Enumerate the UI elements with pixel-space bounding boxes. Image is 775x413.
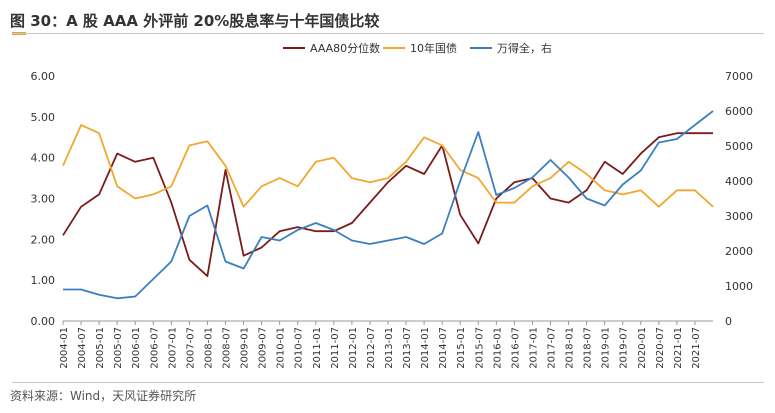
x-tick-label: 2012-07 — [366, 327, 377, 369]
x-tick-label: 2015-01 — [456, 327, 467, 369]
x-tick-label: 2007-01 — [167, 327, 178, 369]
x-tick-label: 2006-07 — [149, 327, 160, 369]
x-tick-label: 2008-01 — [203, 327, 214, 369]
x-tick-label: 2013-07 — [402, 327, 413, 369]
chart-title: 图 30：A 股 AAA 外评前 20%股息率与十年国债比较 — [10, 12, 380, 30]
x-tick-label: 2021-01 — [673, 327, 684, 369]
y-right-tick-label: 4000 — [725, 175, 753, 188]
x-tick-label: 2018-01 — [565, 327, 576, 369]
y-right-tick-label: 2000 — [725, 245, 753, 258]
y-left-tick-label: 6.00 — [31, 70, 56, 83]
y-left-tick-label: 2.00 — [31, 233, 56, 246]
x-tick-label: 2012-01 — [348, 327, 359, 369]
x-tick-label: 2019-01 — [601, 327, 612, 369]
x-tick-label: 2020-01 — [637, 327, 648, 369]
x-tick-label: 2016-01 — [492, 327, 503, 369]
y-right-tick-label: 0 — [725, 315, 732, 328]
y-left-tick-label: 1.00 — [31, 274, 56, 287]
y-right-tick-label: 7000 — [725, 70, 753, 83]
x-tick-label: 2018-07 — [583, 327, 594, 369]
x-tick-label: 2015-07 — [474, 327, 485, 369]
y-left-tick-label: 3.00 — [31, 193, 56, 206]
x-tick-label: 2014-07 — [438, 327, 449, 369]
x-tick-label: 2006-01 — [131, 327, 142, 369]
x-tick-label: 2011-07 — [330, 327, 341, 369]
legend-label: AAA80分位数 — [310, 41, 380, 55]
x-tick-label: 2010-07 — [294, 327, 305, 369]
series-layer — [62, 110, 714, 300]
legend-label: 10年国债 — [410, 41, 457, 55]
x-tick-label: 2009-07 — [258, 327, 269, 369]
x-tick-label: 2019-07 — [619, 327, 630, 369]
y-left-tick-label: 5.00 — [31, 111, 56, 124]
chart-area: AAA80分位数 10年国债 万得全，右 0.00 1.00 2.00 3.00 4.00 5… — [31, 41, 754, 369]
x-tick-label: 2005-07 — [113, 327, 124, 369]
x-tick-label: 2005-01 — [95, 327, 106, 369]
x-tick-label: 2007-07 — [185, 327, 196, 369]
y-right-tick-label: 5000 — [725, 140, 753, 153]
x-tick-label: 2004-07 — [77, 327, 88, 369]
title-divider — [12, 33, 764, 34]
y-right-tick-label: 1000 — [725, 280, 753, 293]
x-tick-label: 2008-07 — [222, 327, 233, 369]
y-right-tick-label: 3000 — [725, 210, 753, 223]
legend: AAA80分位数 10年国债 万得全，右 — [283, 41, 552, 55]
x-tick-label: 2009-01 — [240, 327, 251, 369]
legend-label: 万得全，右 — [497, 41, 552, 55]
x-tick-label: 2016-07 — [510, 327, 521, 369]
series-line-0 — [62, 132, 713, 278]
source-divider — [12, 382, 764, 383]
x-tick-label: 2017-01 — [528, 327, 539, 369]
series-line-2 — [63, 110, 714, 300]
x-tick-label: 2004-01 — [59, 327, 70, 369]
x-tick-label: 2020-07 — [655, 327, 666, 369]
source-note: 资料来源：Wind，天风证券研究所 — [10, 389, 197, 403]
x-tick-label: 2014-01 — [420, 327, 431, 369]
series-line-1 — [62, 124, 714, 208]
x-tick-label: 2017-07 — [547, 327, 558, 369]
axes: 0.00 1.00 2.00 3.00 4.00 5.00 6.00 0 1000 2000 300… — [31, 70, 754, 369]
x-tick-label: 2013-01 — [384, 327, 395, 369]
y-left-tick-label: 0.00 — [31, 315, 56, 328]
y-left-tick-label: 4.00 — [31, 152, 56, 165]
x-tick-label: 2010-01 — [276, 327, 287, 369]
x-tick-label: 2011-01 — [312, 327, 323, 369]
x-tick-label: 2021-07 — [691, 327, 702, 369]
y-right-tick-label: 6000 — [725, 105, 753, 118]
